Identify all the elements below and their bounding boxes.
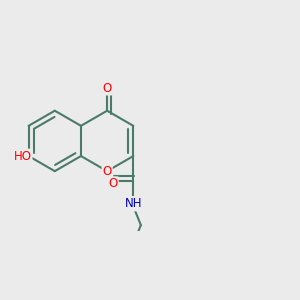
Text: NH: NH [124, 197, 142, 210]
Text: H: H [129, 198, 137, 208]
Text: N: N [127, 197, 136, 210]
Text: HO: HO [14, 149, 32, 163]
Text: O: O [103, 82, 112, 94]
Text: O: O [103, 165, 112, 178]
Text: O: O [109, 177, 118, 190]
